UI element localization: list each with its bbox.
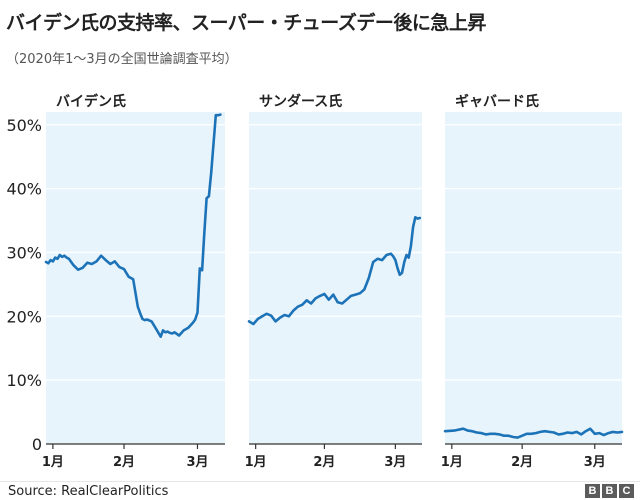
series-line <box>44 113 222 339</box>
y-tick-label: 30% <box>6 243 42 262</box>
line-chart: バイデン氏 1月 2月 3月 サンダース氏 1月 2月 3月 ギャバード氏 1月 2月 3月 0 10% 2… <box>6 93 624 470</box>
bbc-logo-letter: B <box>585 484 600 498</box>
series-line <box>443 427 624 439</box>
source-label: Source: RealClearPolitics <box>8 484 169 499</box>
y-tick-label: 0 <box>32 435 42 454</box>
x-tick-label: 2月 <box>113 455 135 470</box>
series-line <box>247 216 422 326</box>
x-tick-label: 1月 <box>245 455 267 470</box>
y-tick-label: 10% <box>6 371 42 390</box>
x-tick-label: 2月 <box>313 455 335 470</box>
panel-background <box>249 112 422 444</box>
y-tick-label: 40% <box>6 180 42 199</box>
bbc-logo-letter: B <box>602 484 617 498</box>
footer-divider <box>0 481 640 482</box>
y-tick-label: 50% <box>6 116 42 135</box>
x-tick-label: 1月 <box>42 455 64 470</box>
x-tick-label: 3月 <box>584 455 606 470</box>
panel-label: サンダース氏 <box>259 93 342 110</box>
panel-label: ギャバード氏 <box>455 93 539 110</box>
y-tick-label: 20% <box>6 307 42 326</box>
x-tick-label: 1月 <box>441 455 463 470</box>
panel-background <box>46 112 225 444</box>
panel-label: バイデン氏 <box>56 93 126 110</box>
bbc-logo-letter: C <box>619 484 634 498</box>
x-tick-label: 2月 <box>511 455 533 470</box>
x-tick-label: 3月 <box>186 455 208 470</box>
chart-title: バイデン氏の支持率、スーパー・チューズデー後に急上昇 <box>6 12 486 34</box>
x-tick-label: 3月 <box>384 455 406 470</box>
panel-background <box>445 112 622 444</box>
chart-subtitle: （2020年1～3月の全国世論調査平均） <box>6 52 238 67</box>
bbc-logo: B B C <box>585 484 634 498</box>
